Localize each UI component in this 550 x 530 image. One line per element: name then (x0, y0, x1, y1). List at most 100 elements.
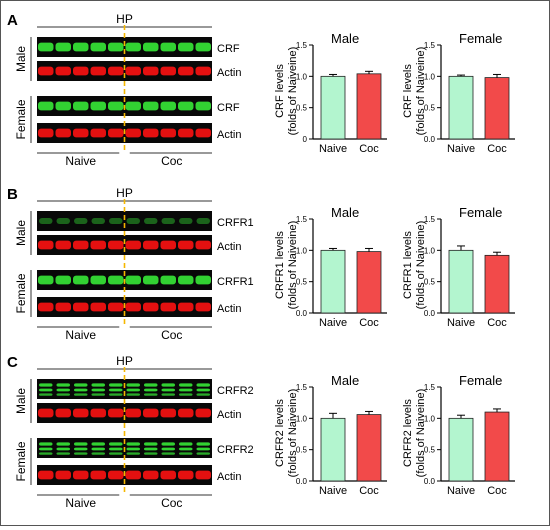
blot-band (56, 383, 70, 387)
chart-b-female-x-tick-label: Coc (487, 317, 507, 329)
chart-b-male: Male 0.0 0.5 1.0 1.5 CRFR1 levels (folds of Na… (274, 205, 387, 329)
blot-band (74, 442, 88, 446)
chart-b-female-bar-coc (484, 254, 510, 314)
blot-band (195, 275, 211, 285)
blot-band (55, 128, 71, 138)
blot-band (195, 101, 211, 111)
panel-b-female-target-blot (37, 270, 212, 290)
blot-band (38, 302, 54, 312)
blot-band (160, 408, 176, 418)
blot-band (126, 383, 140, 387)
blot-band (39, 383, 53, 387)
panel-c-male-target-blot (37, 379, 212, 399)
panel-a-actin-label: Actin (217, 129, 241, 141)
blot-band (38, 128, 54, 138)
blot-band (91, 447, 105, 451)
blot-band (126, 388, 140, 392)
panel-b-male-actin-blot (37, 235, 212, 255)
chart-c-female-y-label: (folds of Naiveine) (415, 389, 427, 478)
blot-band (38, 101, 54, 111)
chart-b-female-x-tick-label: Naive (447, 317, 475, 329)
blot-band (161, 383, 175, 387)
blot-band (90, 42, 106, 52)
blot-band (91, 452, 105, 455)
blot-band (160, 42, 176, 52)
blot-band (161, 452, 175, 455)
blot-band (179, 393, 193, 396)
blot-band (90, 408, 106, 418)
chart-b-female-y-tick-label: 0.0 (424, 309, 436, 318)
chart-a-female-y-label: (folds of Naiveine) (415, 47, 427, 136)
blot-band (196, 388, 210, 392)
chart-c-female-y-tick-label: 1.0 (424, 414, 436, 423)
blot-band (109, 393, 123, 396)
chart-b-male-y-tick-label: 0.5 (296, 278, 308, 287)
blot-band (143, 302, 159, 312)
panel-b-male-target-blot (37, 211, 212, 231)
blot-band (144, 393, 158, 396)
panel-b-group-label: Female (14, 273, 28, 313)
blot-band (125, 302, 141, 312)
chart-c-male-y-label: CRFR2 levels (274, 399, 286, 467)
blot-band (55, 66, 71, 76)
blot-band (125, 42, 141, 52)
blot-band (144, 383, 158, 387)
panel-c-coc-label: Coc (161, 496, 182, 510)
blot-band (125, 408, 141, 418)
blot-band (56, 447, 70, 451)
panel-a-male-actin-blot (37, 61, 212, 81)
blot-band (160, 66, 176, 76)
blot-band (55, 470, 71, 480)
blot-band (56, 452, 70, 455)
chart-a-male-x-tick-label: Naive (319, 143, 347, 155)
panel-b-male-actin-blot-background (37, 235, 212, 255)
panel-c-male-actin-blot (37, 403, 212, 423)
chart-a-female-bar-naive (448, 75, 474, 140)
chart-b-female-bar-naive (448, 249, 474, 314)
chart-a-male-y-tick-label: 0 (303, 135, 308, 144)
blot-band (179, 447, 193, 451)
panel-b-naive-label: Naive (65, 328, 96, 342)
chart-c-male-bar-naive (320, 417, 346, 482)
blot-band (73, 302, 89, 312)
chart-a-male-x-tick-label: Coc (359, 143, 379, 155)
blot-band (109, 383, 123, 387)
blot-band (56, 393, 70, 396)
blot-band (143, 275, 159, 285)
blot-band (109, 447, 123, 451)
chart-a-female-y-tick-label: 1.0 (424, 72, 436, 81)
blot-band (195, 408, 211, 418)
blot-band (109, 388, 123, 392)
blot-band (108, 302, 124, 312)
blot-band (195, 42, 211, 52)
blot-band (90, 302, 106, 312)
chart-c-female-bar-naive (448, 417, 474, 482)
blot-band (39, 452, 53, 455)
panel-b-male-target-blot-background (37, 211, 212, 231)
panel-b-target-label: CRFR1 (217, 217, 254, 229)
chart-a-male-y-tick-label: 1.0 (296, 72, 308, 81)
blot-band (38, 240, 54, 250)
blot-band (74, 388, 88, 392)
panel-b-actin-label: Actin (217, 241, 241, 253)
blot-band (125, 128, 141, 138)
panel-c-naive-label: Naive (65, 496, 96, 510)
blot-band (178, 408, 194, 418)
chart-a-female-x-tick-label: Naive (447, 143, 475, 155)
chart-a-male-y-label: CRF levels (274, 64, 286, 118)
chart-b-female: Female 0.0 0.5 1.0 1.5 CRFR1 levels (folds of … (402, 205, 515, 329)
blot-band (125, 101, 141, 111)
blot-band (195, 470, 211, 480)
blot-band (161, 442, 175, 446)
chart-a-male: Male 0 0.5 1.0 1.5 CRF levels (folds of Naivei… (274, 31, 387, 155)
chart-a-male-y-tick-label: 1.5 (296, 41, 308, 50)
blot-band (38, 275, 54, 285)
chart-c-female-bar-coc (484, 411, 510, 482)
blot-band (108, 408, 124, 418)
chart-b-female-y-tick-label: 1.0 (424, 246, 436, 255)
chart-c-female-y-tick-label: 1.5 (424, 383, 436, 392)
panel-c-male-actin-blot-background (37, 403, 212, 423)
blot-band (160, 470, 176, 480)
chart-b-male-y-label: CRFR1 levels (274, 231, 286, 299)
panel-a-group-label: Female (14, 99, 28, 139)
